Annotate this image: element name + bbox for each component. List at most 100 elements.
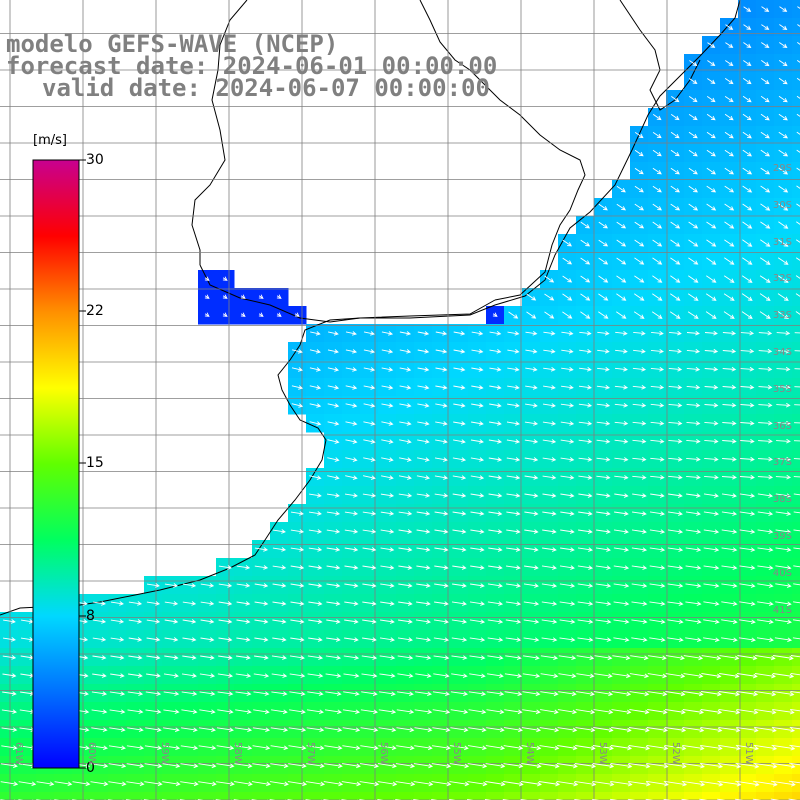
- wind-arrow: [503, 745, 524, 751]
- wind-arrow: [541, 565, 557, 570]
- wind-arrow: [704, 420, 719, 426]
- wind-cell: [792, 180, 800, 199]
- wind-arrow: [670, 149, 680, 157]
- wind-arrow: [649, 547, 666, 552]
- wind-arrow: [524, 547, 539, 552]
- wind-arrow: [435, 403, 448, 408]
- colorbar-ticks: [79, 159, 86, 769]
- wind-arrow: [721, 619, 738, 625]
- wind-arrow: [327, 457, 340, 462]
- wind-arrow: [580, 293, 591, 301]
- wind-arrow: [271, 691, 288, 696]
- wind-cell: [270, 792, 289, 800]
- wind-arrow: [722, 402, 737, 408]
- wind-arrow: [234, 763, 253, 769]
- wind-arrow: [144, 745, 163, 751]
- wind-arrow: [307, 691, 324, 696]
- wind-arrow: [381, 439, 394, 444]
- longitude-label: 57W: [305, 742, 316, 765]
- wind-arrow: [790, 672, 800, 676]
- wind-arrow: [577, 565, 594, 570]
- wind-arrow: [667, 565, 684, 570]
- wind-arrow: [199, 709, 216, 714]
- wind-arrow: [234, 745, 253, 751]
- wind-arrow: [778, 95, 788, 103]
- wind-arrow: [200, 619, 215, 624]
- wind-arrow: [724, 185, 735, 193]
- wind-cell: [108, 792, 127, 800]
- wind-arrow: [328, 331, 339, 336]
- wind-arrow: [789, 744, 800, 748]
- wind-arrow: [291, 403, 304, 408]
- wind-arrow: [613, 529, 629, 534]
- wind-arrow: [523, 637, 540, 642]
- wind-arrow: [595, 547, 611, 552]
- wind-arrow: [539, 763, 560, 769]
- coastline: [0, 0, 741, 616]
- wind-arrow: [272, 547, 287, 552]
- longitude-label: 58W: [232, 742, 243, 765]
- wind-arrow: [506, 547, 521, 552]
- wind-arrow: [686, 403, 701, 408]
- wind-arrow: [453, 349, 466, 354]
- wind-arrow: [795, 311, 800, 315]
- wind-arrow: [359, 781, 380, 787]
- wind-arrow: [688, 239, 699, 247]
- wind-arrow: [417, 403, 430, 408]
- wind-arrow: [706, 149, 716, 157]
- wind-arrow: [759, 257, 771, 265]
- wind-arrow: [703, 565, 720, 570]
- wind-cell: [396, 792, 415, 800]
- wind-arrow: [596, 529, 611, 534]
- wind-arrow: [270, 745, 289, 751]
- wind-arrow: [634, 293, 645, 301]
- wind-arrow: [757, 456, 773, 462]
- wind-arrow: [688, 96, 698, 103]
- wind-arrow: [542, 511, 557, 516]
- wind-arrow: [778, 167, 789, 175]
- wind-arrow: [686, 348, 701, 354]
- wind-cell: [306, 792, 325, 800]
- wind-arrow: [594, 673, 613, 679]
- wind-arrow: [647, 709, 668, 715]
- wind-arrow: [721, 637, 738, 643]
- wind-arrow: [796, 167, 800, 171]
- wind-arrow: [703, 547, 720, 552]
- wind-arrow: [735, 780, 760, 787]
- wind-arrow: [683, 655, 704, 661]
- wind-arrow: [743, 24, 752, 30]
- wind-arrow: [308, 601, 323, 606]
- wind-arrow: [632, 475, 647, 480]
- wind-arrow: [596, 511, 611, 516]
- wind-arrow: [795, 275, 800, 279]
- wind-cell: [792, 720, 800, 739]
- wind-arrow: [758, 402, 773, 408]
- wind-arrow: [700, 709, 723, 715]
- wind-arrow: [740, 402, 755, 408]
- wind-arrow: [794, 332, 800, 334]
- wind-arrow: [0, 781, 19, 787]
- wind-arrow: [503, 727, 523, 733]
- wind-arrow: [670, 293, 681, 301]
- wind-cell: [504, 792, 523, 800]
- wind-arrow: [757, 619, 774, 625]
- wind-arrow: [754, 708, 777, 715]
- wind-arrow: [580, 239, 591, 247]
- wind-cell: [630, 792, 649, 800]
- wind-cell: [792, 414, 800, 433]
- wind-arrow: [632, 421, 647, 426]
- wind-arrow: [270, 727, 289, 733]
- wind-arrow: [722, 384, 737, 390]
- wind-arrow: [487, 583, 503, 588]
- wind-arrow: [128, 673, 143, 678]
- model-title: modelo GEFS-WAVE (NCEP): [6, 30, 339, 58]
- wind-arrow: [650, 385, 665, 390]
- wind-arrow: [575, 727, 596, 733]
- wind-arrow: [272, 565, 287, 570]
- wind-arrow: [737, 673, 758, 679]
- wind-arrow: [704, 348, 719, 354]
- wind-arrow: [775, 601, 792, 607]
- wind-arrow: [342, 763, 361, 769]
- wind-arrow: [540, 655, 559, 661]
- wind-arrow: [649, 619, 666, 624]
